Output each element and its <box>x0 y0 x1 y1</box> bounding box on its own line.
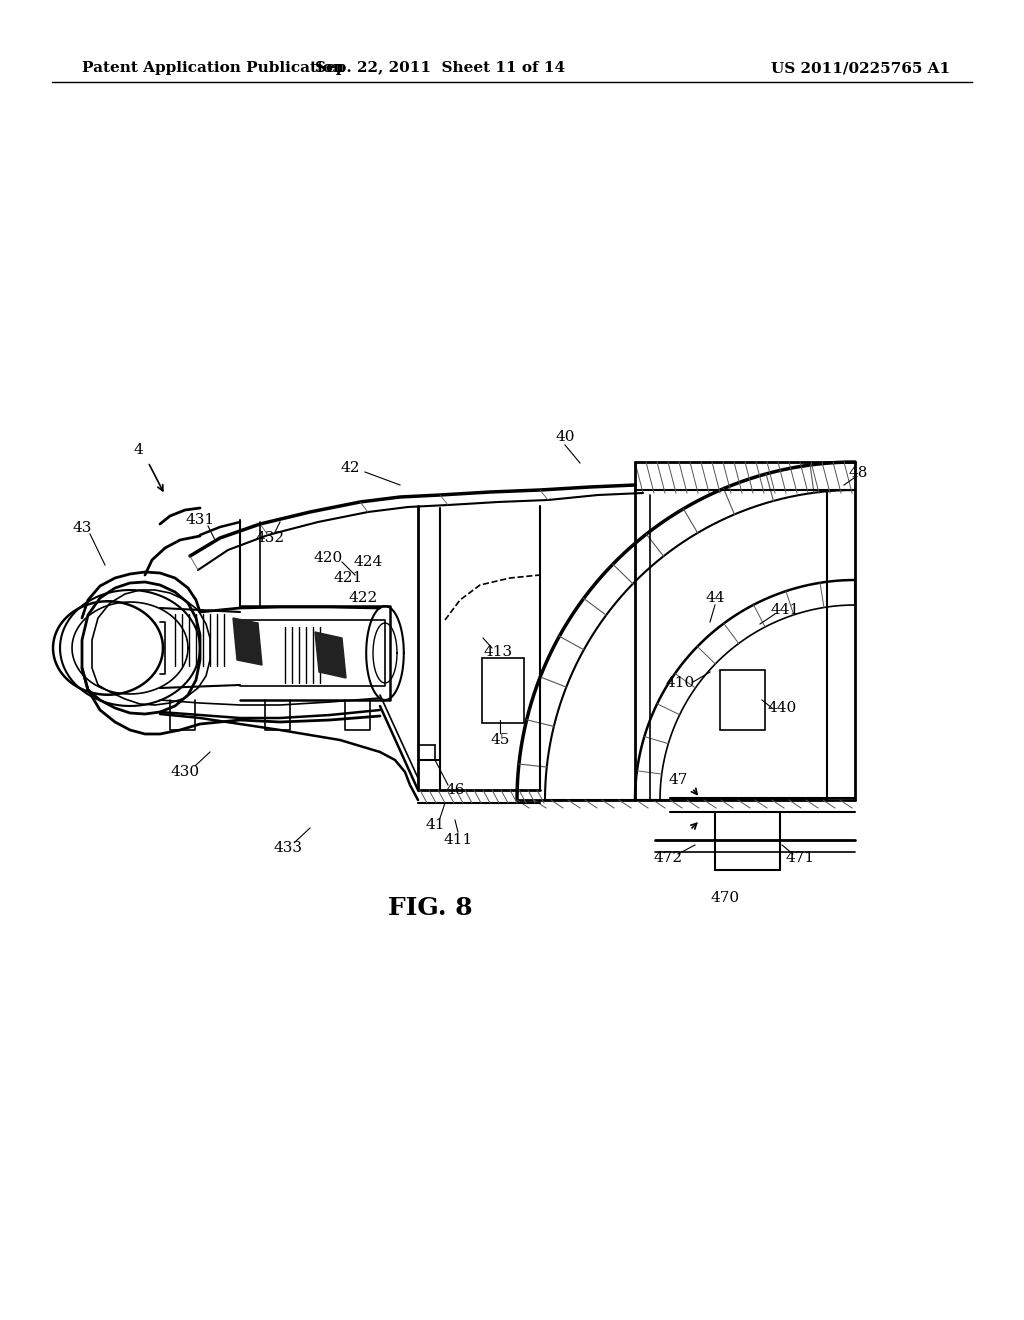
Text: 421: 421 <box>334 572 362 585</box>
Text: 47: 47 <box>669 774 688 787</box>
Text: 48: 48 <box>848 466 867 480</box>
Text: 45: 45 <box>490 733 510 747</box>
Text: 432: 432 <box>255 531 285 545</box>
Text: 431: 431 <box>185 513 215 527</box>
Text: 46: 46 <box>445 783 465 797</box>
Text: 422: 422 <box>348 591 378 605</box>
Text: 440: 440 <box>767 701 797 715</box>
Text: 4: 4 <box>133 444 143 457</box>
Text: 42: 42 <box>340 461 359 475</box>
Bar <box>720 671 765 730</box>
Polygon shape <box>233 618 262 665</box>
Text: 472: 472 <box>653 851 683 865</box>
Text: 413: 413 <box>483 645 513 659</box>
Text: 441: 441 <box>770 603 800 616</box>
Text: 433: 433 <box>273 841 302 855</box>
Text: 430: 430 <box>170 766 200 779</box>
Text: 40: 40 <box>555 430 574 444</box>
Bar <box>482 657 524 723</box>
Text: 450: 450 <box>485 673 515 686</box>
Text: 460: 460 <box>485 693 515 708</box>
Text: 43: 43 <box>73 521 92 535</box>
Text: 410: 410 <box>666 676 694 690</box>
Text: 41: 41 <box>425 818 444 832</box>
Text: Patent Application Publication: Patent Application Publication <box>82 61 344 75</box>
Text: 424: 424 <box>353 554 383 569</box>
Text: US 2011/0225765 A1: US 2011/0225765 A1 <box>771 61 950 75</box>
Text: 411: 411 <box>443 833 473 847</box>
Text: 471: 471 <box>785 851 814 865</box>
Polygon shape <box>315 632 346 678</box>
Text: 44: 44 <box>706 591 725 605</box>
Text: 470: 470 <box>711 891 739 906</box>
Text: FIG. 8: FIG. 8 <box>388 896 472 920</box>
Text: Sep. 22, 2011  Sheet 11 of 14: Sep. 22, 2011 Sheet 11 of 14 <box>315 61 565 75</box>
Text: 420: 420 <box>313 550 343 565</box>
